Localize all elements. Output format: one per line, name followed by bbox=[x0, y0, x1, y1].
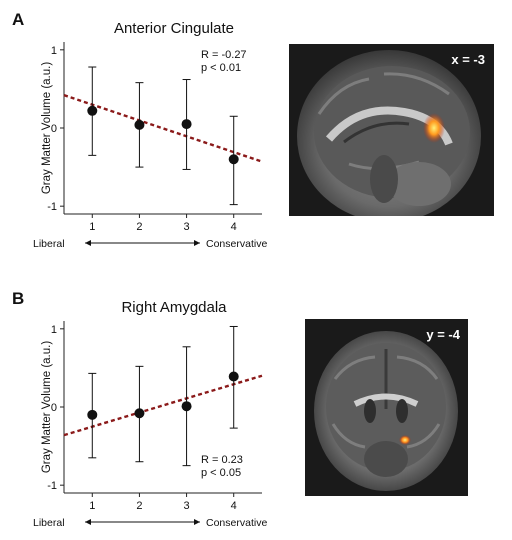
x-tick-label: 1 bbox=[89, 221, 95, 233]
data-point bbox=[228, 154, 239, 165]
y-axis-label: Gray Matter Volume (a.u.) bbox=[41, 341, 53, 473]
data-point bbox=[181, 401, 192, 412]
x-tick-label: 4 bbox=[231, 221, 237, 233]
brain-image-sagittal: x = -3 bbox=[289, 44, 494, 222]
slice-label: x = -3 bbox=[451, 52, 485, 67]
stat-p-label: p < 0.05 bbox=[201, 467, 241, 479]
y-tick-label: 1 bbox=[51, 324, 57, 336]
x-tick-label: 1 bbox=[89, 500, 95, 512]
y-axis-label: Gray Matter Volume (a.u.) bbox=[41, 62, 53, 194]
y-tick-label: -1 bbox=[47, 480, 57, 492]
data-point bbox=[134, 408, 145, 419]
slice-label: y = -4 bbox=[426, 327, 460, 342]
x-tick-label: 2 bbox=[136, 500, 142, 512]
axis-arrow-left bbox=[85, 240, 91, 246]
stat-p-label: p < 0.01 bbox=[201, 62, 241, 74]
activation-blob bbox=[399, 435, 411, 445]
data-point bbox=[134, 119, 145, 130]
axis-arrow-right bbox=[194, 519, 200, 525]
data-point bbox=[228, 371, 239, 382]
stat-r-label: R = -0.27 bbox=[201, 49, 247, 61]
axis-right-label: Conservative bbox=[206, 238, 267, 250]
axis-left-label: Liberal bbox=[33, 517, 65, 529]
y-tick-label: 0 bbox=[51, 123, 57, 135]
data-point bbox=[181, 119, 192, 130]
stat-r-label: R = 0.23 bbox=[201, 454, 243, 466]
trend-line bbox=[63, 94, 263, 163]
panel-letter-a: A bbox=[12, 10, 25, 29]
axis-left-label: Liberal bbox=[33, 238, 65, 250]
panel-letter-b: B bbox=[12, 289, 25, 308]
activation-blob bbox=[423, 113, 445, 143]
x-tick-label: 4 bbox=[231, 500, 237, 512]
chart-title: Anterior Cingulate bbox=[114, 20, 234, 37]
chart-title: Right Amygdala bbox=[121, 299, 227, 316]
data-point bbox=[87, 409, 98, 420]
trend-line bbox=[63, 374, 263, 437]
axis-right-label: Conservative bbox=[206, 517, 267, 529]
x-tick-label: 3 bbox=[184, 221, 190, 233]
x-tick-label: 2 bbox=[136, 221, 142, 233]
y-tick-label: 0 bbox=[51, 402, 57, 414]
axis-arrow-left bbox=[85, 519, 91, 525]
scatter-chart-anterior-cingulate: Anterior Cingulate Gray Matter Volume (a.… bbox=[33, 20, 267, 250]
y-tick-label: 1 bbox=[51, 45, 57, 57]
x-tick-label: 3 bbox=[184, 500, 190, 512]
brain-image-coronal: y = -4 bbox=[305, 319, 468, 496]
data-point bbox=[87, 105, 98, 116]
y-tick-label: -1 bbox=[47, 201, 57, 213]
axis-arrow-right bbox=[194, 240, 200, 246]
scatter-chart-right-amygdala: Right Amygdala Gray Matter Volume (a.u.) 1… bbox=[33, 299, 267, 529]
